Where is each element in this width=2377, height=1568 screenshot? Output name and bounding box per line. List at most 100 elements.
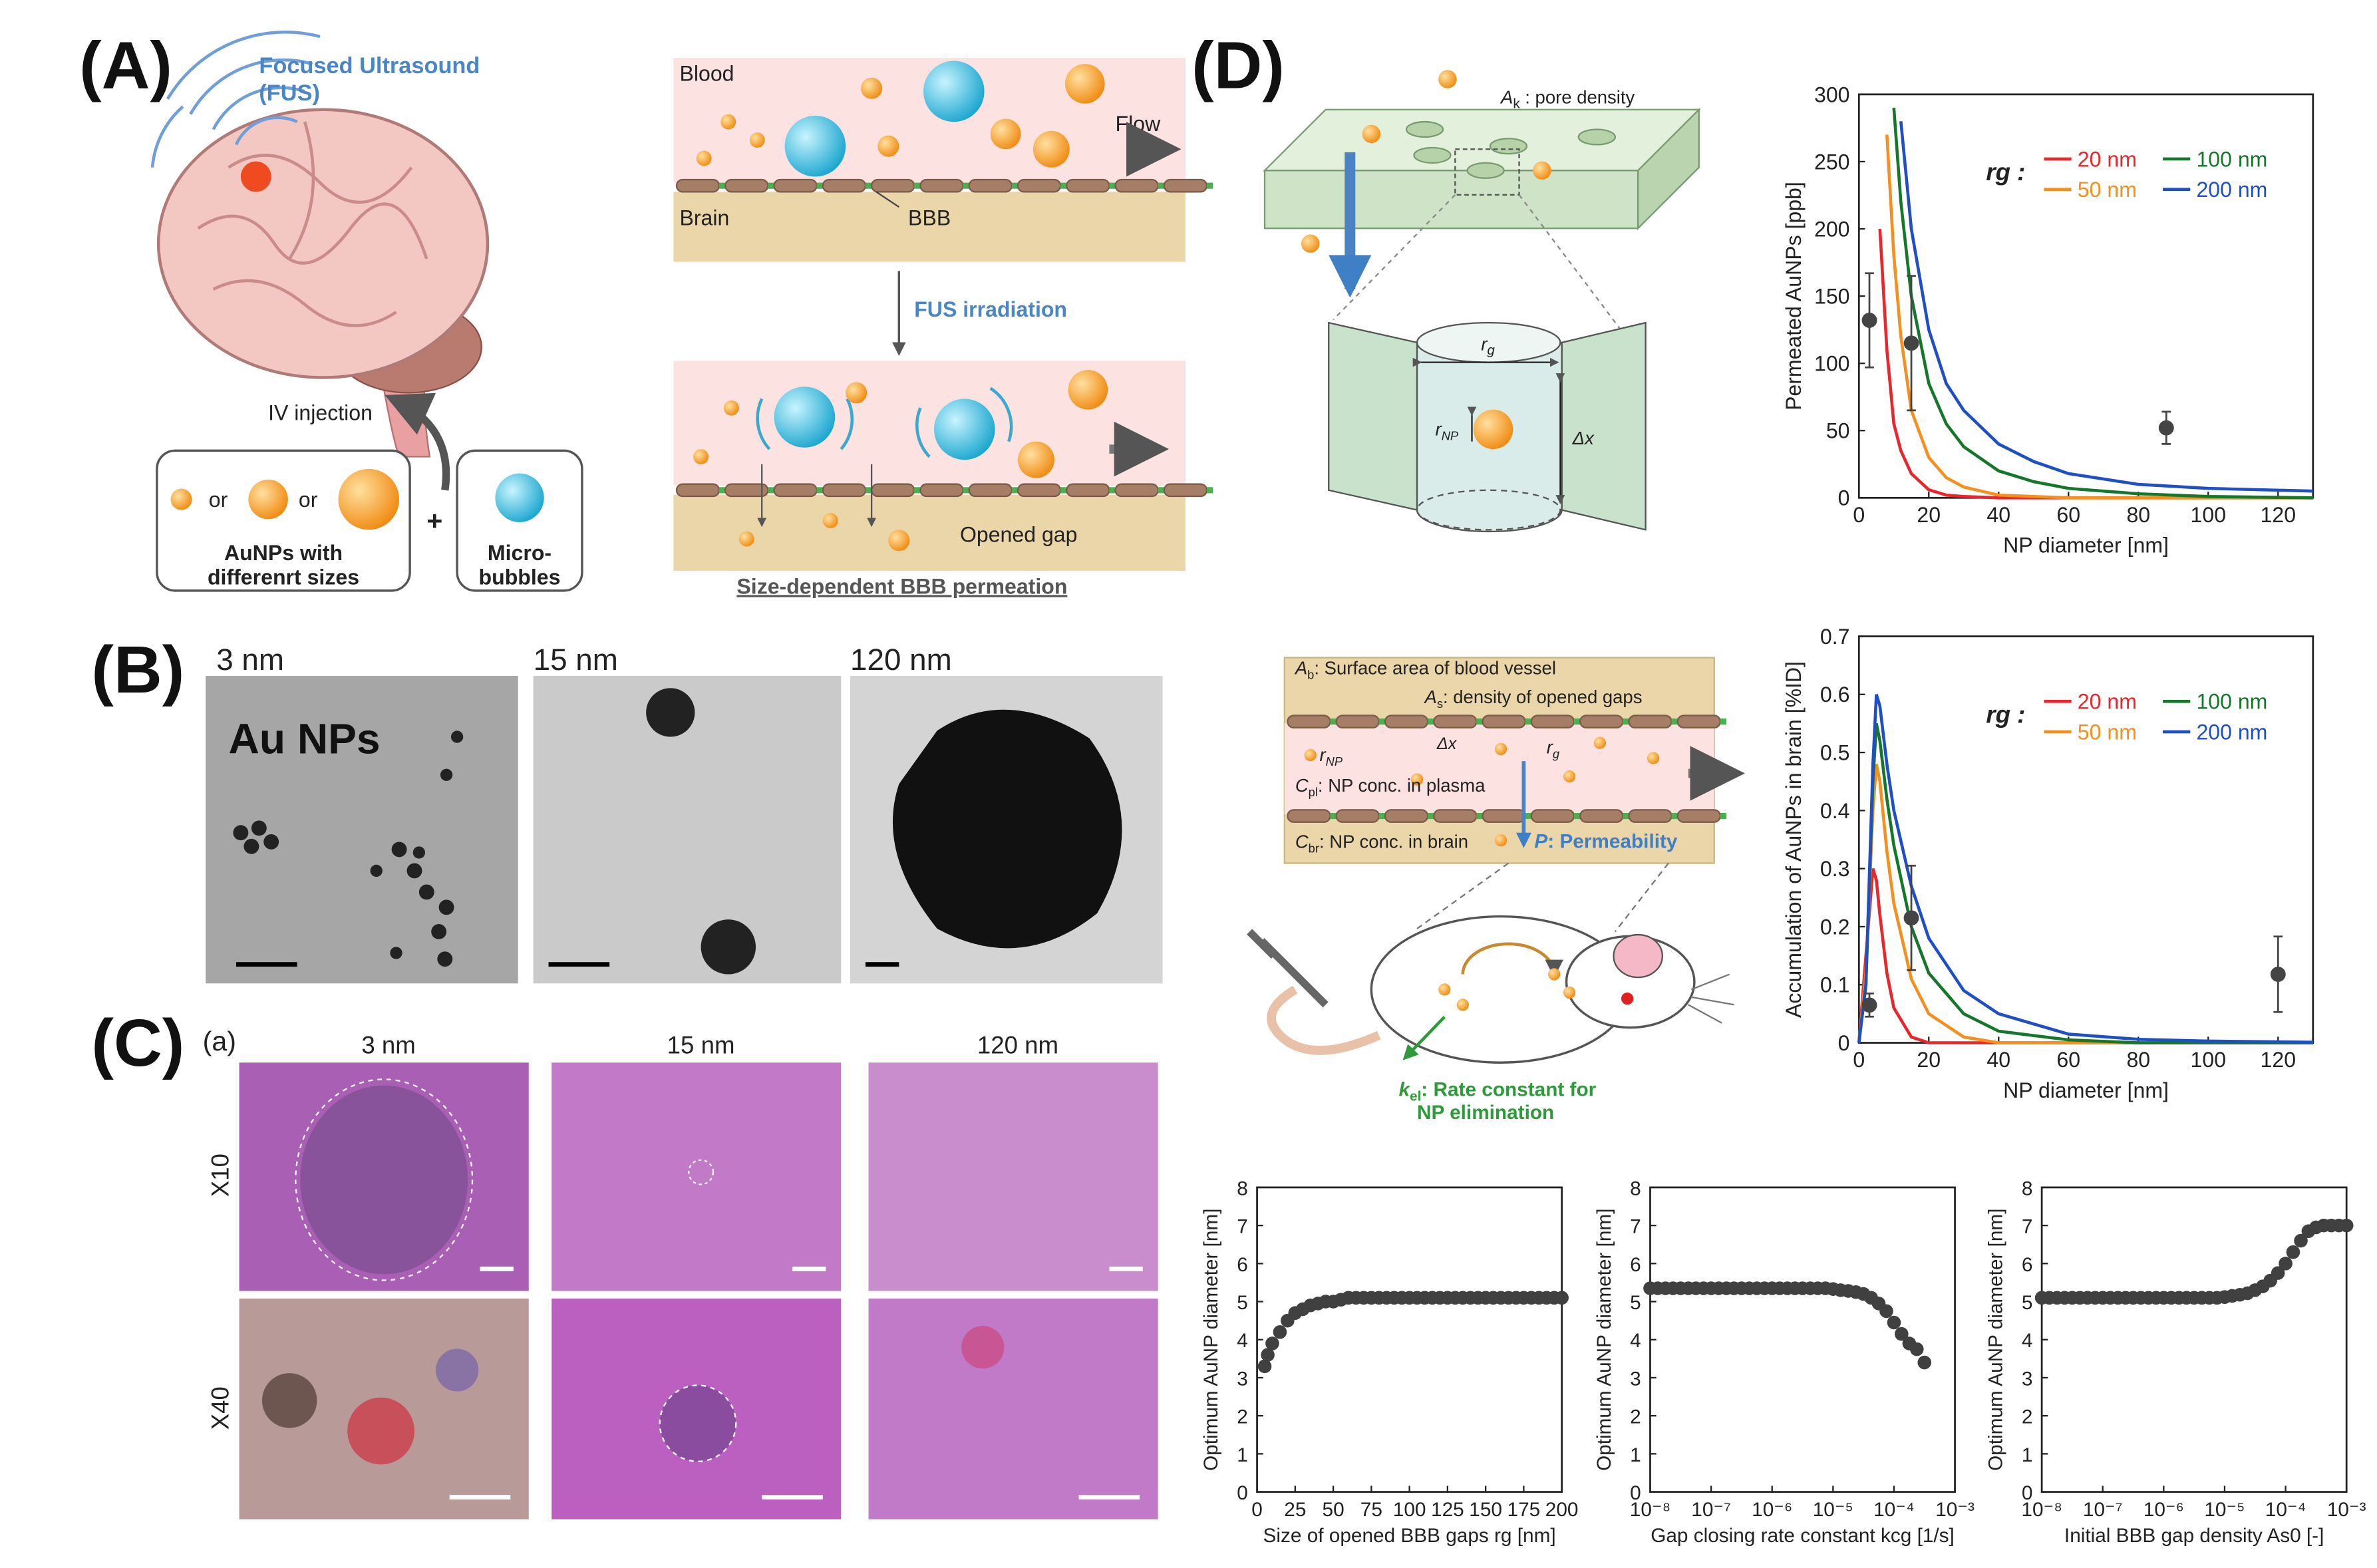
x-axis-label: NP diameter [nm] [2003,534,2169,557]
junction [768,487,774,494]
histology-images [239,1062,1158,1519]
shape [1614,862,1669,933]
blood-region [1284,722,1714,815]
shape [1078,1495,1140,1500]
shape [1593,736,1607,749]
legend-title: rg : [1986,158,2025,186]
shape [1333,194,1456,321]
junction [719,182,726,189]
dx-label: Δx [1572,428,1595,448]
shape [431,924,447,939]
cell [1579,809,1624,823]
plot-frame [1256,1186,1563,1493]
sym: r [1481,333,1488,354]
pore-density-label: Ak : pore density [1500,87,1635,112]
shape [1637,107,1700,231]
y-tick-label: 0.4 [1820,799,1850,823]
shape [1456,999,1469,1011]
legend-label: 50 nm [2078,720,2137,744]
chart: 0 25 50 75 100 125 150 175 200 0 1 2 3 4 5 6 7 8 Size of o… [1200,1177,1578,1547]
junction [816,182,823,189]
shape [150,31,321,168]
x-axis-label: Size of opened BBB gaps rg [nm] [1263,1525,1556,1547]
text: : Rate constant for [1421,1079,1596,1101]
y-tick-label: 0 [1838,486,1850,510]
shape [450,730,464,743]
cell [1433,714,1478,728]
as-label: As: density of opened gaps [1424,687,1643,710]
brain-region [673,494,1186,571]
size-label: 120 nm [850,643,952,677]
size-label: 15 nm [667,1032,735,1059]
x-tick-label: 40 [1986,1048,2010,1072]
shape [1416,489,1561,531]
shape [720,114,736,130]
x-tick-label: 10⁻⁷ [1691,1499,1731,1521]
shape [261,1373,317,1428]
sym: A [1424,687,1437,707]
shape [263,834,279,850]
shape [1328,321,1418,512]
y-tick-label: 6 [2022,1254,2033,1276]
shape [1267,985,1381,1055]
cbr-label: Cbr: NP conc. in brain [1295,832,1468,856]
junction [1330,812,1337,820]
sub: NP [1326,754,1343,768]
particle [338,468,400,530]
scale-bar [865,962,899,967]
kel-label: kel: Rate constant for [1399,1079,1597,1104]
sym: A [1500,87,1513,108]
shape [243,838,259,854]
shape [1413,146,1452,164]
cell [1163,483,1208,498]
shape [251,820,267,836]
cell [1287,809,1331,823]
junction [768,182,774,189]
data-point [1265,1336,1279,1350]
y-tick-label: 0.1 [1820,973,1850,997]
shape [197,121,428,327]
panel-label: (D) [1191,29,1285,103]
junction [1011,182,1018,189]
x-tick-label: 100 [1393,1499,1426,1521]
junction [1671,718,1678,725]
plot-frame [2040,1186,2348,1493]
sub: k [1513,96,1520,111]
data-point [1861,997,1877,1013]
shape [1263,170,1639,230]
cell [1114,483,1159,498]
sym: P [1534,831,1547,853]
x-tick-label: 10⁻⁸ [2021,1499,2062,1521]
shape [1068,370,1108,410]
y-tick-label: 1 [2022,1444,2033,1466]
x-tick-label: 40 [1986,503,2010,527]
rg-label: rg [1547,737,1560,761]
shape [1613,933,1663,979]
data-point [1879,1304,1893,1319]
y-axis-label: Permeated AuNPs [ppb] [1782,182,1806,410]
text: : Surface area of blood vessel [1314,658,1556,679]
y-tick-label: 100 [1814,352,1850,376]
rnp-label: rNP [1319,744,1343,768]
rg-label: rg [1481,333,1495,358]
cell [1066,483,1110,498]
mouse-illustration [1247,862,1734,1064]
y-tick-label: 0.7 [1820,625,1850,649]
plus: + [426,505,442,536]
y-tick-label: 0.2 [1820,915,1850,939]
junction [816,487,823,494]
cell [919,178,964,193]
legend-label: 200 nm [2196,178,2267,202]
size-label: 3 nm [216,643,284,677]
chart: 10⁻⁸ 10⁻⁷ 10⁻⁶ 10⁻⁵ 10⁻⁴ 10⁻³ 0 1 2 3 4 5 6 7 8 Initial… [1985,1177,2366,1547]
junction [1671,812,1678,820]
legend-label: 20 nm [2078,147,2137,171]
cell [773,178,818,193]
x-tick-label: 25 [1284,1499,1306,1521]
line-series [1857,694,2313,1044]
shape [370,864,383,877]
shape [693,449,709,464]
particles [693,370,1108,551]
fus-label: Focused Ultrasound [259,53,480,78]
legend-label: 50 nm [2078,178,2137,202]
